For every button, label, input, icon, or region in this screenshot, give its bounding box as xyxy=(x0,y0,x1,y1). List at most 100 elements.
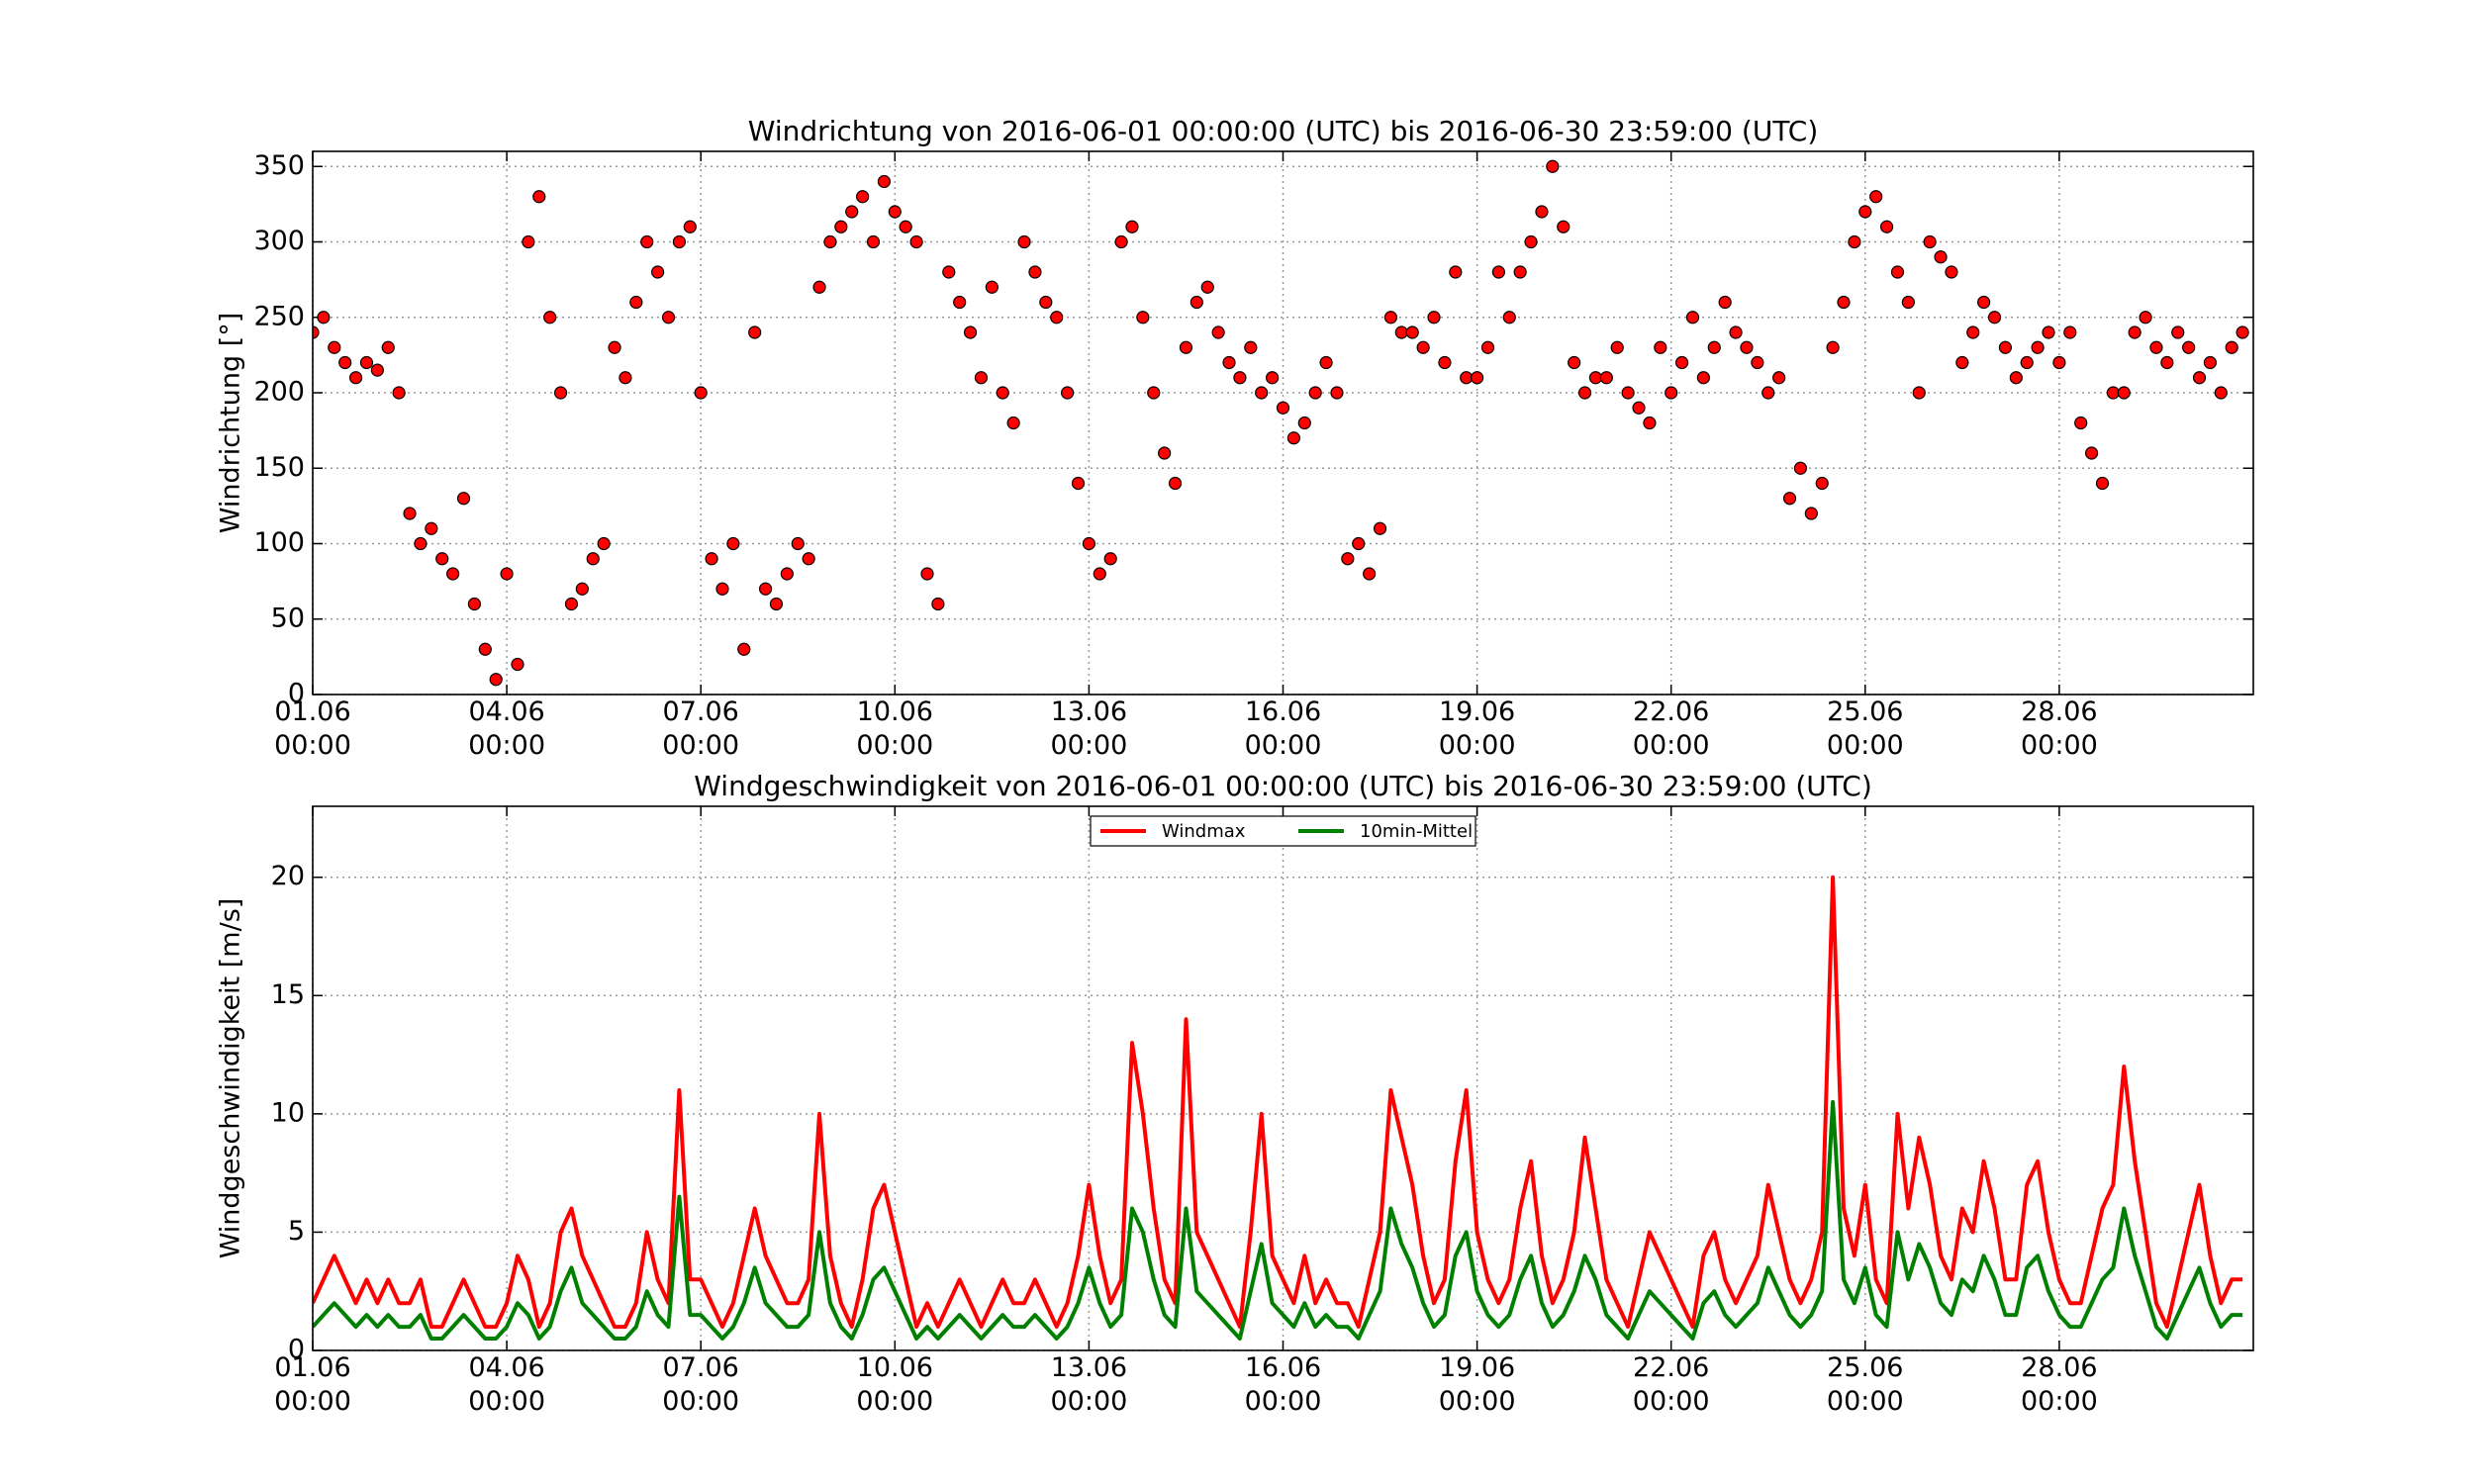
point xyxy=(1114,234,1128,249)
point xyxy=(661,311,676,325)
point xyxy=(370,363,384,377)
y-tick-label: 250 xyxy=(253,301,305,331)
panel: Windgeschwindigkeit von 2016-06-01 00:00… xyxy=(216,770,2254,1417)
point xyxy=(2171,325,2185,339)
point xyxy=(1233,371,1247,385)
point xyxy=(1912,386,1926,400)
point xyxy=(748,325,762,339)
chart-title: Windrichtung von 2016-06-01 00:00:00 (UT… xyxy=(748,115,1819,147)
point xyxy=(467,597,482,611)
x-tick-label: 01.06 00:00 xyxy=(274,696,351,761)
point xyxy=(931,597,945,611)
point xyxy=(1772,371,1786,385)
point xyxy=(802,552,815,566)
point xyxy=(456,492,471,506)
point xyxy=(737,642,751,656)
point xyxy=(877,174,892,189)
point xyxy=(1470,371,1484,385)
legend-label: Windmax xyxy=(1162,821,1246,842)
point xyxy=(1654,340,1667,354)
point xyxy=(1082,536,1096,551)
point xyxy=(359,355,374,370)
point xyxy=(2149,340,2163,354)
point xyxy=(2009,371,2023,385)
point xyxy=(1685,311,1700,325)
point xyxy=(328,340,341,354)
point xyxy=(1363,567,1377,581)
point xyxy=(1588,371,1603,385)
point xyxy=(2139,311,2152,325)
point xyxy=(425,521,438,535)
point xyxy=(381,340,395,354)
point xyxy=(791,536,805,551)
point xyxy=(1460,371,1474,385)
x-tick-label: 28.06 00:00 xyxy=(2021,1352,2098,1417)
point xyxy=(640,234,654,249)
point xyxy=(1480,340,1495,354)
point xyxy=(2225,340,2238,354)
point xyxy=(414,536,428,551)
point xyxy=(1934,250,1948,264)
point xyxy=(2063,325,2077,339)
point xyxy=(1028,265,1042,279)
point xyxy=(845,205,859,219)
point xyxy=(715,582,729,596)
point xyxy=(2203,355,2218,370)
point xyxy=(1837,295,1851,310)
line-series xyxy=(313,875,2243,1330)
point xyxy=(532,190,546,204)
point xyxy=(1168,476,1183,491)
point xyxy=(996,386,1009,400)
point xyxy=(1039,295,1053,310)
y-tick-label: 350 xyxy=(253,150,305,181)
point xyxy=(1266,371,1280,385)
point xyxy=(1061,386,1075,400)
point xyxy=(317,311,331,325)
point xyxy=(2095,476,2110,491)
point xyxy=(1546,159,1560,173)
point xyxy=(974,371,989,385)
line-series xyxy=(313,1099,2243,1341)
point xyxy=(446,567,460,581)
point xyxy=(543,311,557,325)
plot-frame xyxy=(312,805,2254,1351)
point xyxy=(2192,371,2207,385)
point xyxy=(1449,265,1463,279)
point xyxy=(2042,325,2055,339)
point xyxy=(963,325,978,339)
point xyxy=(1513,265,1527,279)
point xyxy=(780,567,794,581)
x-tick-label: 13.06 00:00 xyxy=(1050,696,1127,761)
point xyxy=(1158,446,1172,460)
point xyxy=(1006,416,1020,430)
point xyxy=(1955,355,1969,370)
point xyxy=(1297,416,1311,430)
point xyxy=(1125,220,1139,233)
point xyxy=(1987,311,2002,325)
x-tick-label: 25.06 00:00 xyxy=(1827,696,1904,761)
point xyxy=(1674,355,1689,370)
point xyxy=(1858,205,1872,219)
point xyxy=(1071,476,1086,491)
point xyxy=(1890,265,1905,279)
point xyxy=(392,386,406,400)
point xyxy=(1707,340,1721,354)
point xyxy=(1200,280,1214,294)
x-tick-label: 04.06 00:00 xyxy=(468,696,545,761)
point xyxy=(2020,355,2034,370)
point xyxy=(694,386,708,400)
y-tick-label: 5 xyxy=(288,1216,305,1247)
point xyxy=(1718,295,1732,310)
point xyxy=(823,234,837,249)
point xyxy=(920,567,934,581)
y-tick-label: 300 xyxy=(253,226,305,256)
point xyxy=(672,234,687,249)
point xyxy=(489,673,503,687)
point xyxy=(899,220,912,233)
point xyxy=(2074,416,2088,430)
point xyxy=(2160,355,2174,370)
point xyxy=(942,265,956,279)
point xyxy=(1793,461,1808,475)
point xyxy=(888,205,902,219)
